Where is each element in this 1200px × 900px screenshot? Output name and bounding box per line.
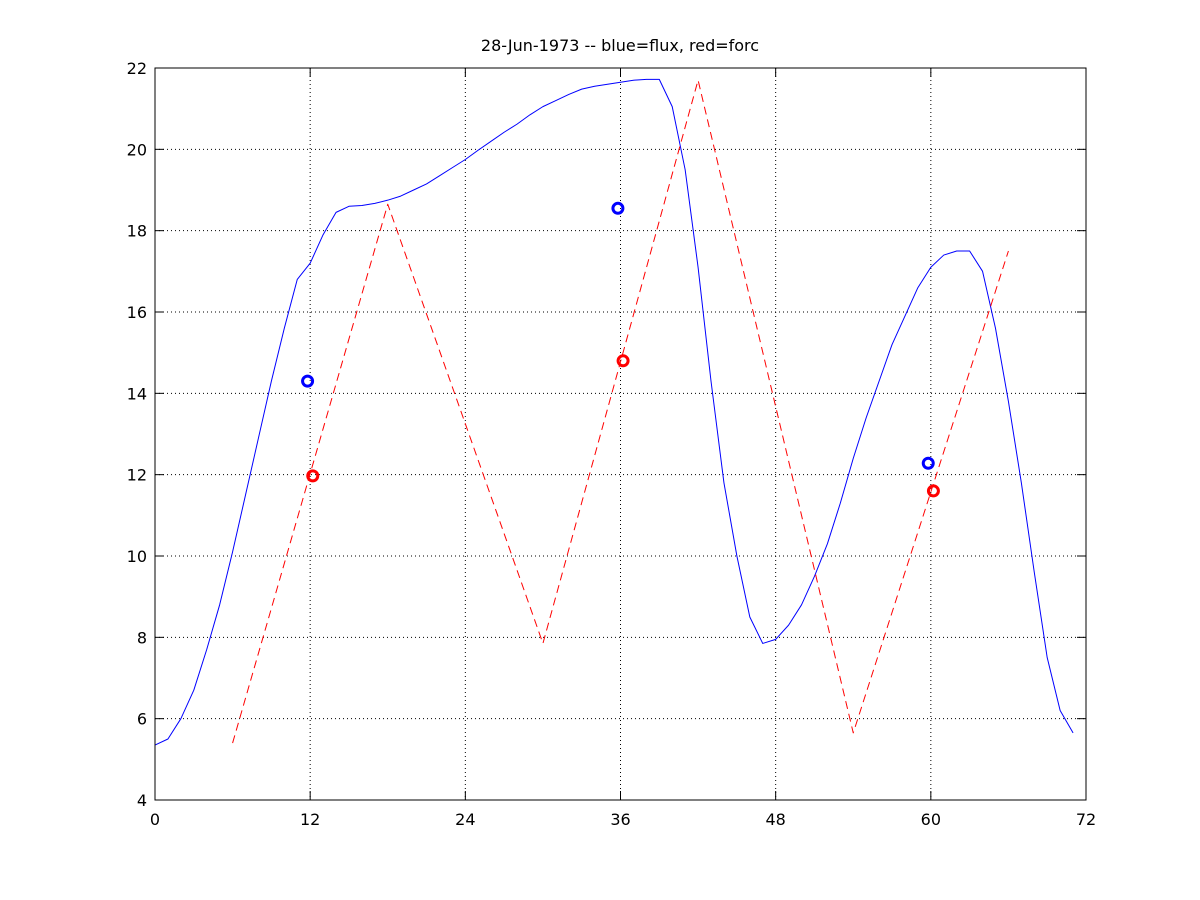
series-line-red [232, 79, 1009, 744]
y-tick-label: 4 [137, 791, 147, 810]
x-tick-label: 60 [921, 810, 941, 829]
x-tick-label: 72 [1076, 810, 1096, 829]
x-tick-label: 48 [765, 810, 785, 829]
x-tick-label: 36 [610, 810, 630, 829]
ticks [154, 67, 1087, 801]
marker-layer [301, 201, 940, 498]
y-tick-label: 14 [127, 384, 147, 403]
y-tick-label: 16 [127, 303, 147, 322]
x-tick-label: 12 [300, 810, 320, 829]
x-tick-label: 24 [455, 810, 475, 829]
blue-circle-marker [301, 374, 315, 388]
y-tick-label: 10 [127, 547, 147, 566]
red-circle-marker [306, 469, 320, 483]
series-line-blue [154, 78, 1074, 746]
blue-circle-marker [611, 201, 625, 215]
red-circle-marker [926, 484, 940, 498]
y-tick-label: 22 [127, 59, 147, 78]
blue-circle-marker [921, 456, 935, 470]
y-tick-label: 12 [127, 466, 147, 485]
red-circle-marker [616, 354, 630, 368]
y-tick-label: 20 [127, 140, 147, 159]
chart-title: 28-Jun-1973 -- blue=flux, red=forc [481, 36, 759, 55]
y-tick-label: 18 [127, 222, 147, 241]
series-layer [154, 78, 1074, 746]
x-tick-label: 0 [150, 810, 160, 829]
tick-labels: 0 12 24 36 48 60 72 4 6 8 10 12 14 16 18 20 22 [127, 59, 1097, 829]
y-tick-label: 6 [137, 710, 147, 729]
y-tick-label: 8 [137, 628, 147, 647]
